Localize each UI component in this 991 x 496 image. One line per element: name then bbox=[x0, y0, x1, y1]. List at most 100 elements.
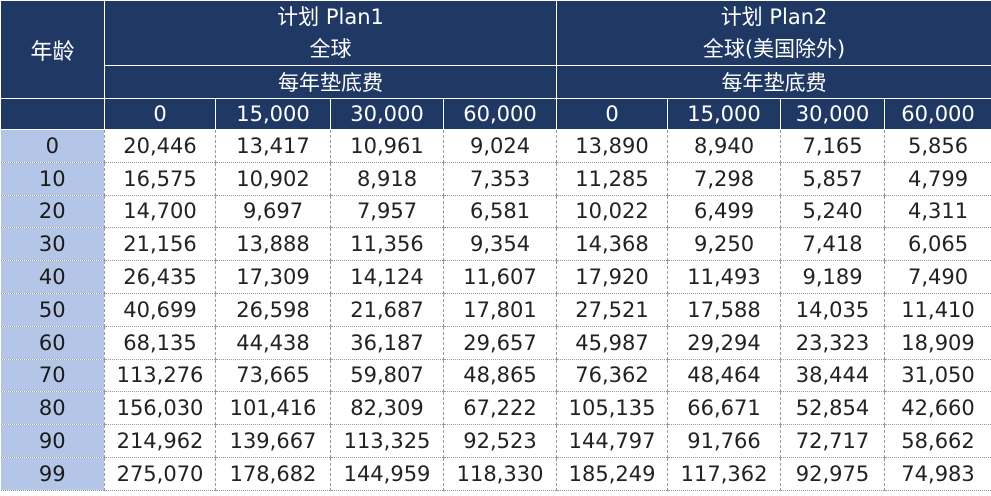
plan1-premium-cell: 13,888 bbox=[215, 227, 331, 262]
plan2-premium-cell: 117,362 bbox=[667, 457, 782, 491]
plan2-premium-cell: 91,766 bbox=[667, 424, 782, 458]
plan1-premium-cell: 68,135 bbox=[104, 326, 216, 360]
age-cell: 0 bbox=[0, 129, 105, 163]
age-cell: 80 bbox=[0, 391, 105, 426]
table-row: 40 26,435 17,309 14,124 11,607 17,920 11,493 9,… bbox=[0, 260, 991, 294]
plan2-premium-cell: 14,035 bbox=[780, 293, 886, 327]
plan1-premium-cell: 67,222 bbox=[442, 391, 558, 426]
plan1-premium-cell: 29,657 bbox=[442, 326, 558, 360]
plan1-premium-cell: 36,187 bbox=[330, 326, 444, 360]
plan2-premium-cell: 9,250 bbox=[667, 227, 782, 262]
plan1-premium-cell: 14,124 bbox=[330, 260, 444, 294]
plan2-premium-cell: 76,362 bbox=[556, 359, 669, 393]
plan1-premium-cell: 21,687 bbox=[330, 293, 444, 327]
plan2-premium-cell: 9,189 bbox=[780, 260, 886, 294]
plan2-deductible-label: 每年垫底费 bbox=[556, 65, 991, 99]
plan1-premium-cell: 10,902 bbox=[215, 162, 331, 196]
plan1-premium-cell: 10,961 bbox=[330, 129, 444, 163]
plan2-premium-cell: 10,022 bbox=[556, 195, 669, 229]
plan2-premium-cell: 7,490 bbox=[884, 260, 991, 294]
plan1-premium-cell: 17,309 bbox=[215, 260, 331, 294]
table-row: 0 20,446 13,417 10,961 9,024 13,890 8,940 7,165… bbox=[0, 129, 991, 163]
plan1-premium-cell: 101,416 bbox=[215, 391, 331, 426]
plan1-premium-cell: 26,435 bbox=[104, 260, 216, 294]
table-row: 30 21,156 13,888 11,356 9,354 14,368 9,250 7,41… bbox=[0, 227, 991, 262]
plan1-region: 全球 bbox=[103, 33, 558, 66]
plan2-premium-cell: 4,799 bbox=[884, 162, 991, 196]
plan1-premium-cell: 118,330 bbox=[442, 457, 558, 491]
plan2-premium-cell: 66,671 bbox=[667, 391, 782, 426]
plan1-premium-cell: 6,581 bbox=[442, 195, 558, 229]
age-cell: 60 bbox=[0, 326, 105, 360]
plan1-premium-cell: 13,417 bbox=[215, 129, 331, 163]
plan1-premium-cell: 73,665 bbox=[215, 359, 331, 393]
plan1-premium-cell: 11,356 bbox=[330, 227, 444, 262]
plan1-deductible-label: 每年垫底费 bbox=[103, 65, 558, 99]
plan2-premium-cell: 58,662 bbox=[884, 424, 991, 458]
plan2-deductible-header: 0 bbox=[556, 98, 669, 130]
age-cell: 30 bbox=[0, 227, 105, 262]
age-cell: 40 bbox=[0, 260, 105, 294]
plan2-premium-cell: 5,857 bbox=[780, 162, 886, 196]
plan2-premium-cell: 23,323 bbox=[780, 326, 886, 360]
plan2-premium-cell: 11,285 bbox=[556, 162, 669, 196]
age-column-header-spacer bbox=[0, 98, 105, 130]
plan2-premium-cell: 45,987 bbox=[556, 326, 669, 360]
plan1-premium-cell: 9,024 bbox=[442, 129, 558, 163]
plan1-premium-cell: 275,070 bbox=[104, 457, 216, 491]
plan1-premium-cell: 178,682 bbox=[215, 457, 331, 491]
plan2-premium-cell: 7,418 bbox=[780, 227, 886, 262]
table-row: 10 16,575 10,902 8,918 7,353 11,285 7,298 5,857… bbox=[0, 162, 991, 196]
age-cell: 10 bbox=[0, 162, 105, 196]
age-cell: 20 bbox=[0, 195, 105, 229]
plan1-premium-cell: 139,667 bbox=[215, 424, 331, 458]
plan1-premium-cell: 82,309 bbox=[330, 391, 444, 426]
plan2-premium-cell: 185,249 bbox=[556, 457, 669, 491]
age-cell: 99 bbox=[0, 457, 105, 491]
plan2-premium-cell: 29,294 bbox=[667, 326, 782, 360]
table-row: 60 68,135 44,438 36,187 29,657 45,987 29,294 23… bbox=[0, 326, 991, 360]
table-row: 50 40,699 26,598 21,687 17,801 27,521 17,588 14… bbox=[0, 293, 991, 327]
plan1-premium-cell: 144,959 bbox=[330, 457, 444, 491]
plan2-premium-cell: 31,050 bbox=[884, 359, 991, 393]
plan1-premium-cell: 7,957 bbox=[330, 195, 444, 229]
plan1-premium-cell: 9,697 bbox=[215, 195, 331, 229]
plan1-premium-cell: 20,446 bbox=[104, 129, 216, 163]
plan2-premium-cell: 17,920 bbox=[556, 260, 669, 294]
plan1-deductible-header: 30,000 bbox=[330, 98, 444, 130]
plan2-premium-cell: 5,856 bbox=[884, 129, 991, 163]
plan2-premium-cell: 18,909 bbox=[884, 326, 991, 360]
plan2-premium-cell: 11,493 bbox=[667, 260, 782, 294]
table-row: 90 214,962 139,667 113,325 92,523 144,797 91,7… bbox=[0, 424, 991, 458]
plan1-premium-cell: 21,156 bbox=[104, 227, 216, 262]
table-row: 20 14,700 9,697 7,957 6,581 10,022 6,499 5,240 4… bbox=[0, 195, 991, 229]
plan1-deductible-header: 15,000 bbox=[215, 98, 331, 130]
plan1-premium-cell: 92,523 bbox=[442, 424, 558, 458]
plan1-premium-cell: 40,699 bbox=[104, 293, 216, 327]
age-cell: 90 bbox=[0, 424, 105, 458]
plan1-premium-cell: 16,575 bbox=[104, 162, 216, 196]
plan2-region: 全球(美国除外) bbox=[556, 33, 991, 66]
plan2-premium-cell: 42,660 bbox=[884, 391, 991, 426]
plan2-deductible-header: 30,000 bbox=[780, 98, 886, 130]
plan2-premium-cell: 7,165 bbox=[780, 129, 886, 163]
plan1-premium-cell: 8,918 bbox=[330, 162, 444, 196]
plan2-premium-cell: 27,521 bbox=[556, 293, 669, 327]
age-cell: 50 bbox=[0, 293, 105, 327]
plan2-deductible-header: 15,000 bbox=[667, 98, 782, 130]
plan1-premium-cell: 14,700 bbox=[104, 195, 216, 229]
plan1-premium-cell: 17,801 bbox=[442, 293, 558, 327]
plan1-premium-cell: 9,354 bbox=[442, 227, 558, 262]
plan2-premium-cell: 144,797 bbox=[556, 424, 669, 458]
plan2-premium-cell: 5,240 bbox=[780, 195, 886, 229]
plan2-premium-cell: 4,311 bbox=[884, 195, 991, 229]
plan2-name: 计划 Plan2 bbox=[556, 0, 991, 33]
plan2-premium-cell: 52,854 bbox=[780, 391, 886, 426]
table-row: 99 275,070 178,682 144,959 118,330 185,249 117… bbox=[0, 457, 991, 491]
plan2-premium-cell: 38,444 bbox=[780, 359, 886, 393]
plan1-deductible-header: 60,000 bbox=[442, 98, 558, 130]
age-column-header: 年龄 bbox=[0, 0, 105, 99]
plan1-premium-cell: 59,807 bbox=[330, 359, 444, 393]
plan2-premium-cell: 48,464 bbox=[667, 359, 782, 393]
